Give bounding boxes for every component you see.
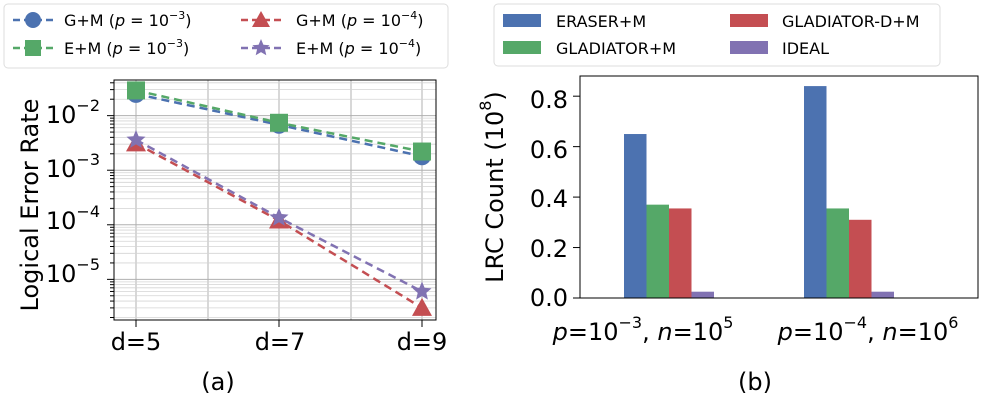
x-tick-label: d=9 <box>397 328 448 356</box>
legend-entry: IDEAL <box>730 39 829 58</box>
legend-swatch <box>730 14 768 27</box>
y-tick-label: 0.4 <box>530 185 568 213</box>
legend-text: G+M (p = 10−4) <box>296 9 424 30</box>
legend-entry: ERASER+M <box>503 12 646 31</box>
y-tick-label: 10−4 <box>46 202 100 235</box>
x-tick-label: p=10−3, n=105 <box>552 313 734 346</box>
x-tick-label: p=10−4, n=106 <box>777 313 959 346</box>
y-axis-label: Logical Error Rate <box>16 99 44 312</box>
bar <box>669 208 692 298</box>
plot-frame <box>579 75 979 299</box>
series-layer <box>126 81 432 316</box>
y-tick-label: 10−5 <box>46 255 100 288</box>
y-ticks <box>107 82 423 327</box>
grid <box>114 80 436 320</box>
legend-text: G+M (p = 10−3) <box>64 9 192 30</box>
bar <box>691 291 714 298</box>
y-tick-label: 0.2 <box>530 235 568 263</box>
legend-entry: E+M (p = 10−3) <box>13 37 189 58</box>
y-tick-label: 0.6 <box>530 136 568 164</box>
series-3 <box>126 129 432 300</box>
x-tick-label: d=7 <box>255 328 306 356</box>
legend-text: E+M (p = 10−3) <box>64 37 189 58</box>
x-tick-label: d=5 <box>111 328 162 356</box>
legend-marker <box>252 39 270 56</box>
data-point <box>127 81 145 100</box>
data-point <box>412 281 432 300</box>
plot-frame <box>113 79 437 321</box>
legend-swatch <box>503 14 541 27</box>
legend-text: ERASER+M <box>556 12 646 31</box>
legend-box <box>493 3 941 67</box>
legend-marker <box>252 11 270 27</box>
panel-label: (b) <box>738 368 772 396</box>
legend-swatch <box>730 41 768 54</box>
y-tick-label: 10−2 <box>46 96 100 129</box>
bar <box>804 86 827 298</box>
legend-text: E+M (p = 10−4) <box>296 37 421 58</box>
bar <box>826 208 849 298</box>
panel-a-line-chart: Logical Error Rate 10−2 10−3 10−4 10−5 d… <box>3 3 449 396</box>
legend-entry: GLADIATOR-D+M <box>730 12 920 31</box>
data-point <box>269 207 289 226</box>
bar <box>871 291 894 298</box>
panel-label: (a) <box>201 368 234 396</box>
bars-layer <box>624 86 894 298</box>
series-1 <box>127 81 431 161</box>
legend-text: IDEAL <box>782 39 829 58</box>
legend-entry: GLADIATOR+M <box>503 39 676 58</box>
legend-box <box>3 3 449 69</box>
legend: ERASER+M GLADIATOR+M GLADIATOR-D+M IDEAL <box>493 3 941 67</box>
legend-entry: G+M (p = 10−3) <box>13 9 192 30</box>
data-point <box>413 142 431 161</box>
legend-text: GLADIATOR+M <box>556 39 676 58</box>
bar <box>646 204 669 298</box>
legend-marker <box>25 12 41 28</box>
legend-entry: G+M (p = 10−4) <box>241 9 424 30</box>
legend-marker <box>25 40 41 56</box>
panel-b-bar-chart: 0.0 0.2 0.4 0.6 0.8 LRC Count (108) p=10… <box>476 3 979 396</box>
legend-swatch <box>503 41 541 54</box>
data-point <box>412 297 432 316</box>
data-point <box>126 129 146 148</box>
bar <box>849 219 872 298</box>
y-ticks <box>573 95 580 299</box>
legend: G+M (p = 10−3) E+M (p = 10−3) G+M (p = 1… <box>3 3 449 69</box>
y-tick-label: 0.0 <box>530 284 568 312</box>
y-axis-label: LRC Count (108) <box>476 91 509 283</box>
y-tick-label: 10−3 <box>46 150 100 183</box>
data-point <box>270 113 288 132</box>
legend-entry: E+M (p = 10−4) <box>241 37 421 58</box>
y-tick-label: 0.8 <box>530 86 568 114</box>
bar <box>624 134 647 298</box>
legend-text: GLADIATOR-D+M <box>782 12 920 31</box>
